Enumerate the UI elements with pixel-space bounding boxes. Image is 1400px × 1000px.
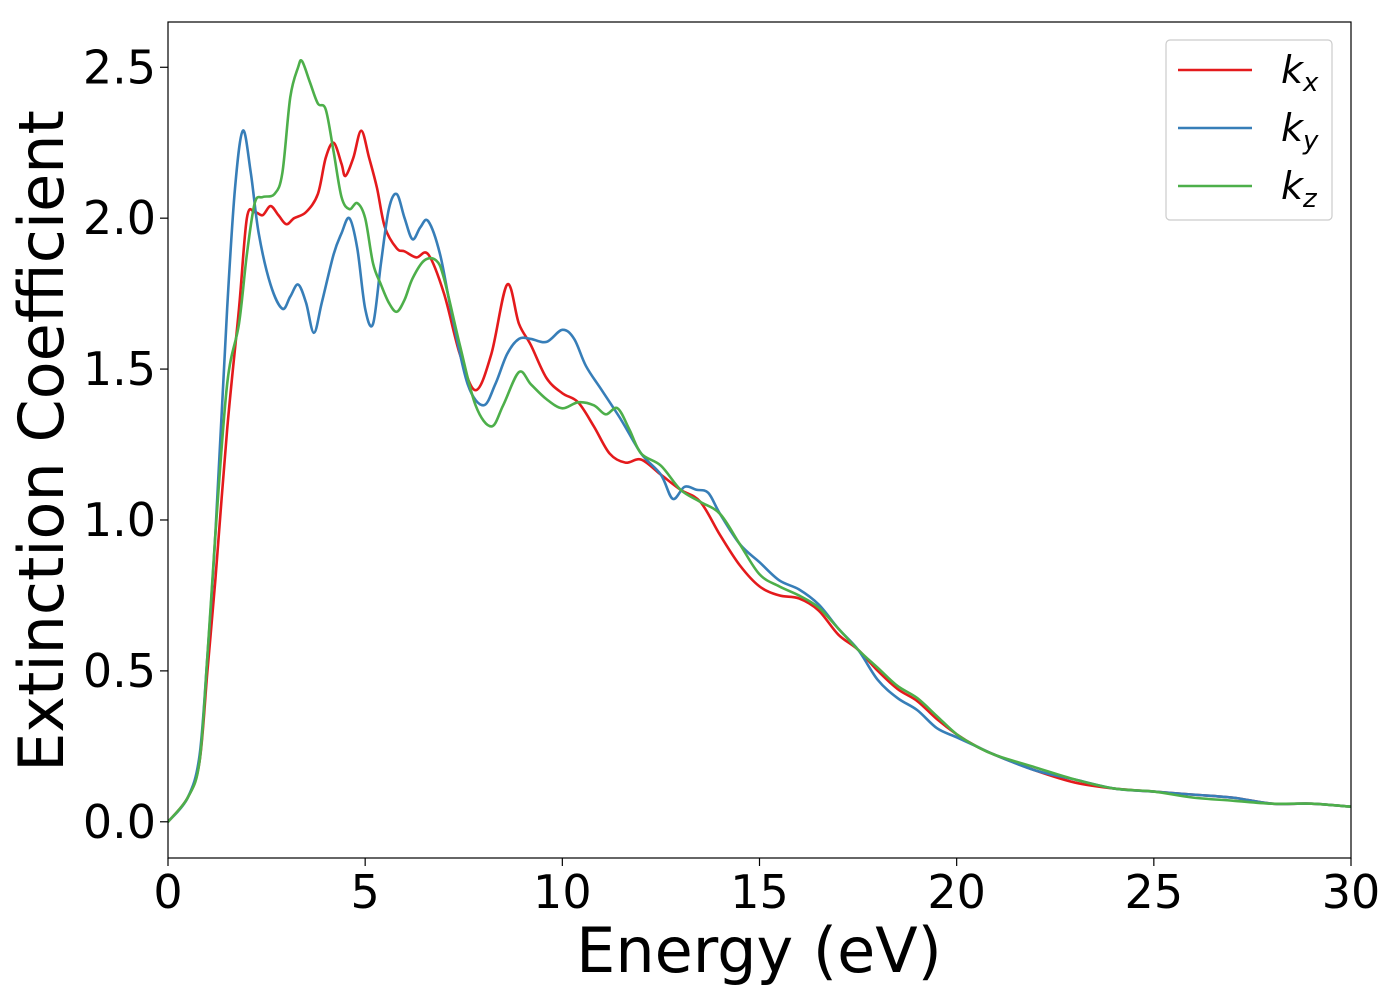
y-axis-title: Extinction Coefficient (5, 110, 78, 772)
y-tick-label: 2.5 (83, 40, 156, 94)
legend-label-base: k (1281, 164, 1305, 208)
legend-label-subscript: z (1302, 184, 1318, 214)
legend-label-kx: kx (1281, 48, 1319, 98)
legend-label-ky: ky (1281, 106, 1319, 156)
x-tick-label: 30 (1322, 865, 1381, 919)
y-tick-label: 1.0 (83, 493, 156, 547)
legend-label-base: k (1281, 106, 1305, 150)
axes: 0 5 10 15 20 25 30 0.0 0.5 1.0 1.5 2.0 2.5 (83, 21, 1381, 919)
legend-label-subscript: x (1302, 68, 1319, 98)
plot-area (168, 58, 1351, 824)
y-tick-label: 2.0 (83, 191, 156, 245)
x-tick-label: 15 (730, 865, 789, 919)
x-axis-title: Energy (eV) (576, 914, 942, 987)
x-tick-label: 0 (153, 865, 182, 919)
series-line-kz (168, 58, 1351, 824)
series-line-ky (168, 129, 1351, 824)
legend-box (1165, 39, 1333, 221)
x-tick-label: 20 (927, 865, 986, 919)
series-line-kx (168, 129, 1351, 824)
x-tick-label: 5 (351, 865, 380, 919)
x-tick-label: 25 (1125, 865, 1184, 919)
y-tick-label: 0.0 (83, 795, 156, 849)
legend-label-kz: kz (1281, 164, 1318, 214)
legend-label-base: k (1281, 48, 1305, 92)
legend-label-subscript: y (1302, 126, 1319, 156)
series-group (168, 58, 1351, 824)
y-tick-label: 1.5 (83, 342, 156, 396)
y-tick-label: 0.5 (83, 644, 156, 698)
x-tick-label: 10 (533, 865, 592, 919)
